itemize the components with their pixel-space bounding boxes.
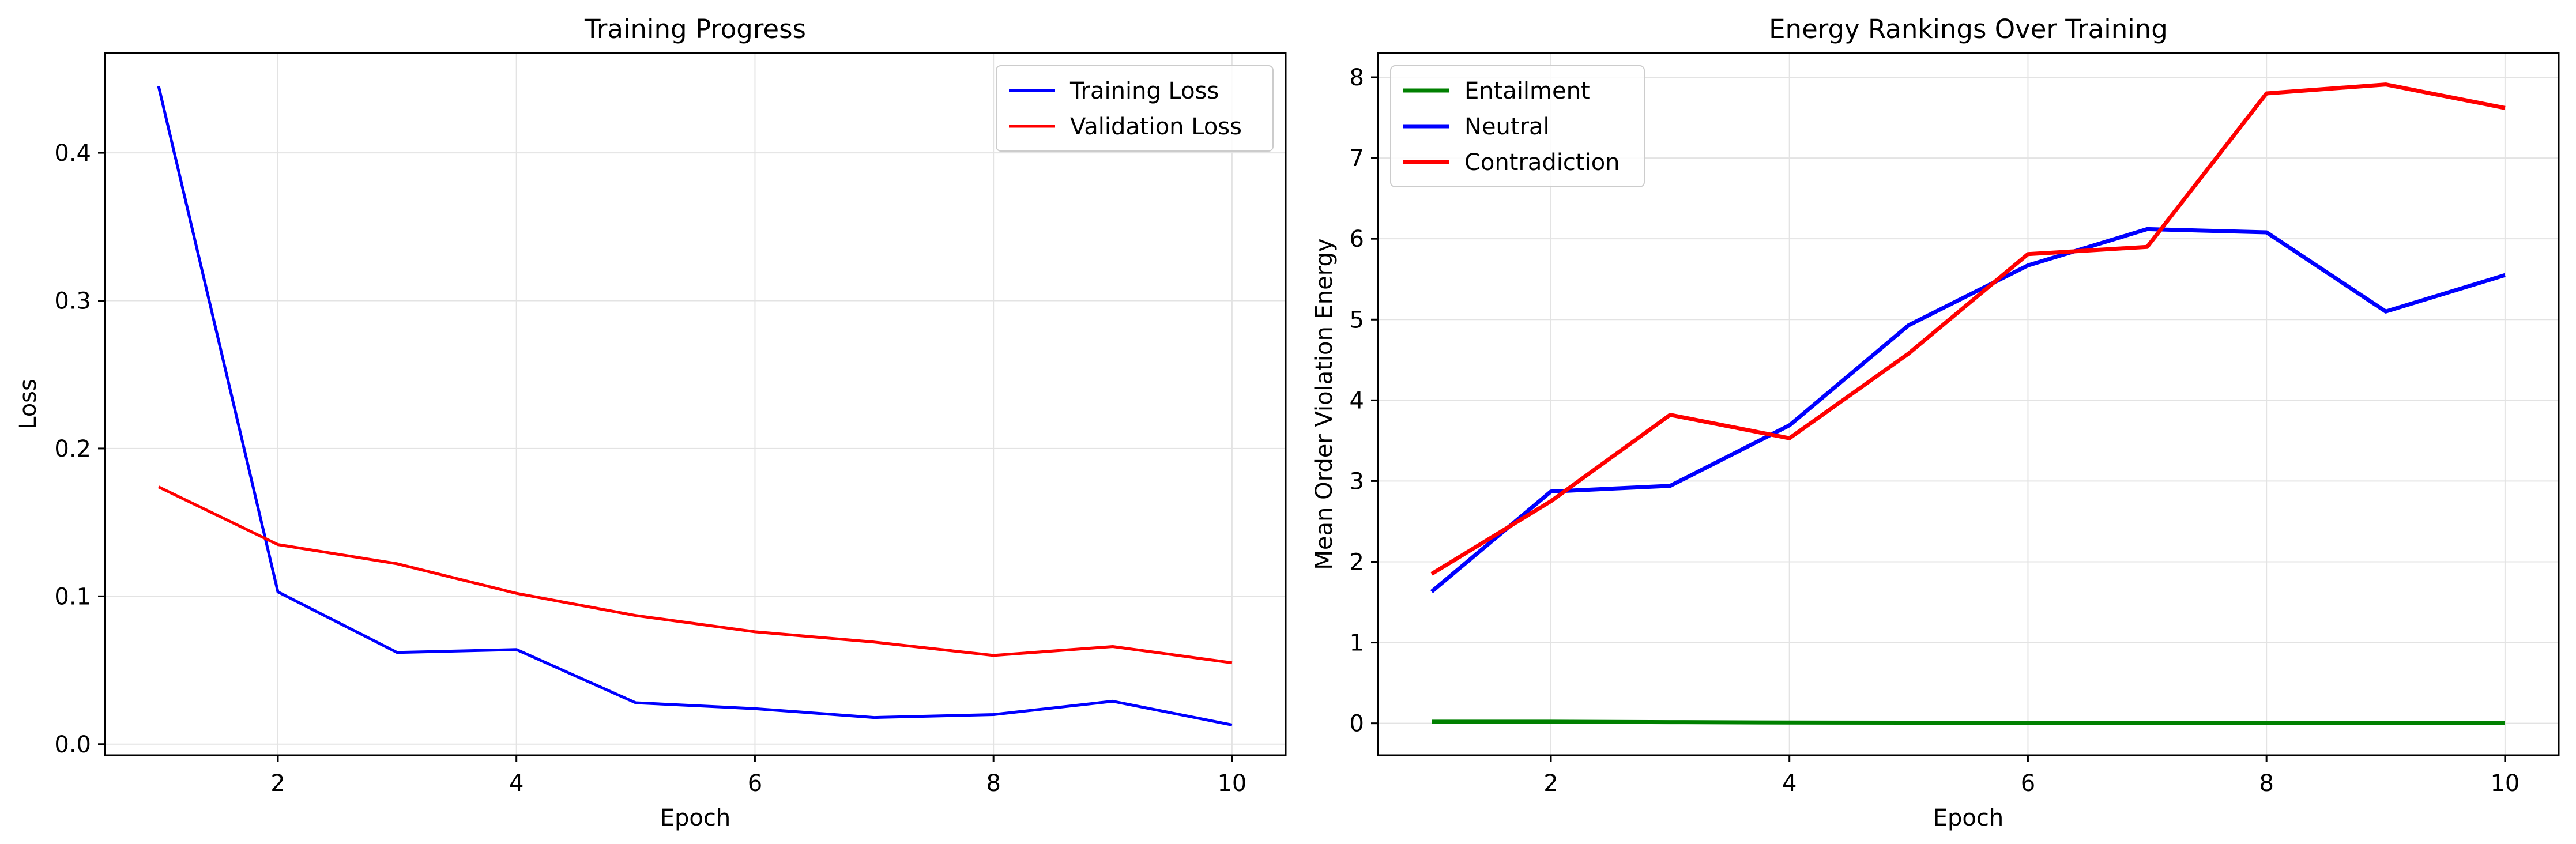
legend-box [1390,65,1645,187]
x-tick-label: 10 [2490,770,2519,797]
x-tick-label: 10 [1217,770,1246,797]
legend-label: Entailment [1464,78,1590,104]
x-tick-label: 8 [2259,770,2273,797]
y-tick-label: 0 [1350,711,1364,737]
y-tick-label: 2 [1350,549,1364,576]
y-axis-label: Loss [15,379,42,429]
x-tick-label: 4 [509,770,524,797]
legend: Entailment Neutral Contradiction [1390,65,1645,187]
x-tick-label: 8 [986,770,1000,797]
series-line-neutral [1430,227,2506,593]
x-tick-label: 2 [1543,770,1558,797]
y-tick-label: 4 [1350,387,1364,414]
legend-label: Validation Loss [1070,114,1242,140]
y-tick-label: 6 [1350,226,1364,253]
y-tick-label: 5 [1350,307,1364,333]
y-tick-label: 0.2 [54,436,91,462]
x-axis-label: Epoch [1933,805,2003,831]
chart-title: Training Progress [584,14,806,44]
x-tick-label: 4 [1782,770,1797,797]
series-line-training-loss [157,86,1233,726]
y-tick-label: 0.0 [54,732,91,758]
series-line-contradiction [1430,82,2506,576]
chart-title: Energy Rankings Over Training [1769,14,2168,44]
series-line-entailment [1432,719,2505,725]
series-line-validation-loss [158,485,1233,665]
chart-panel-1: 2 4 6 8 10 0.0 0.1 0.2 0.3 0.4 Training Progress Ep… [15,14,1287,831]
y-tick-label: 3 [1350,468,1364,495]
legend-label: Neutral [1464,114,1550,140]
x-tick-label: 6 [748,770,762,797]
plot-frame [104,52,1287,756]
y-tick-label: 0.1 [54,583,91,610]
y-tick-label: 0.4 [54,140,91,167]
legend-box [996,65,1274,152]
plot-frame [1377,52,2560,756]
x-axis-label: Epoch [660,805,730,831]
y-tick-label: 1 [1350,630,1364,657]
legend-label: Contradiction [1464,149,1620,176]
y-tick-label: 8 [1350,65,1364,91]
x-tick-label: 6 [2021,770,2035,797]
x-tick-label: 2 [270,770,285,797]
legend-label: Training Loss [1069,78,1219,104]
y-axis-label: Mean Order Violation Energy [1311,238,1338,570]
chart-panel-2: 2 4 6 8 10 0 1 2 3 4 5 6 7 8 Energy Rankings Over Trai… [1311,14,2560,831]
legend: Training Loss Validation Loss [996,65,1274,152]
y-tick-label: 0.3 [54,288,91,315]
y-tick-label: 7 [1350,145,1364,172]
